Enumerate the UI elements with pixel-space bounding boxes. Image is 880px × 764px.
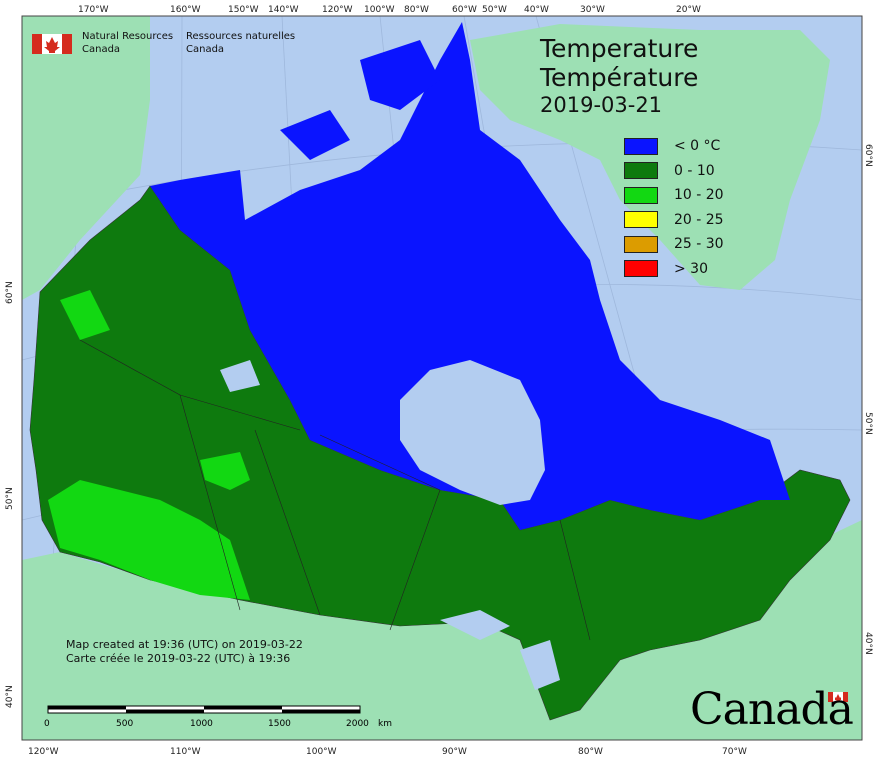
scale-bar — [47, 705, 361, 714]
legend-item: 0 - 10 — [624, 159, 724, 184]
legend-swatch — [624, 186, 658, 204]
agency-fr-line2: Canada — [186, 44, 225, 55]
grat-bottom-label: 90°W — [442, 747, 467, 757]
legend-label: 25 - 30 — [674, 236, 724, 253]
grat-top-label: 80°W — [404, 5, 429, 15]
graticule-left-labels: 60°N 50°N 40°N — [5, 281, 15, 708]
grat-top-label: 160°W — [170, 5, 201, 15]
legend-swatch — [624, 162, 658, 180]
grat-left-label: 60°N — [5, 281, 15, 304]
legend-item: > 30 — [624, 257, 724, 282]
agency-name-en: Natural Resources Canada — [82, 30, 173, 56]
legend-item: 25 - 30 — [624, 232, 724, 257]
legend-label: < 0 °C — [674, 138, 721, 155]
arctic-islands — [280, 40, 440, 240]
scale-bar-labels: 0 500 1000 1500 2000 km — [44, 719, 392, 729]
legend-label: > 30 — [674, 260, 708, 277]
agency-fr-line1: Ressources naturelles — [186, 31, 296, 42]
legend-swatch — [624, 211, 658, 229]
legend-swatch — [624, 260, 658, 278]
graticule-bottom-labels: 120°W 110°W 100°W 90°W 80°W 70°W — [28, 747, 747, 757]
grat-bottom-label: 110°W — [170, 747, 201, 757]
title-en: Temperature — [540, 34, 699, 63]
legend-label: 0 - 10 — [674, 162, 715, 179]
grat-right-label: 40°N — [863, 632, 873, 655]
grat-top-label: 50°W — [482, 5, 507, 15]
scale-label: 2000 — [346, 719, 369, 729]
hudson-bay — [400, 360, 545, 505]
grat-bottom-label: 70°W — [722, 747, 747, 757]
title-fr: Température — [540, 63, 699, 92]
grat-right-label: 50°N — [863, 412, 873, 435]
land-alaska — [22, 16, 150, 300]
credit-en: Map created at 19:36 (UTC) on 2019-03-22 — [66, 638, 303, 651]
scale-label: 500 — [116, 719, 133, 729]
legend-item: < 0 °C — [624, 134, 724, 159]
grat-top-label: 20°W — [676, 5, 701, 15]
map-credit: Map created at 19:36 (UTC) on 2019-03-22… — [66, 638, 303, 666]
grat-top-label: 60°W — [452, 5, 477, 15]
land-greenland — [470, 24, 830, 290]
grat-right-label: 60°N — [863, 144, 873, 167]
wordmark-flag-icon — [828, 692, 848, 702]
scale-label: 0 — [44, 719, 50, 729]
grat-top-label: 100°W — [364, 5, 395, 15]
grat-top-label: 120°W — [322, 5, 353, 15]
grat-left-label: 50°N — [5, 487, 15, 510]
grat-top-label: 30°W — [580, 5, 605, 15]
grat-top-label: 140°W — [268, 5, 299, 15]
canada-wordmark: Canada — [690, 684, 854, 735]
grat-top-label: 170°W — [78, 5, 109, 15]
grat-bottom-label: 100°W — [306, 747, 337, 757]
scale-label: 1000 — [190, 719, 213, 729]
credit-fr: Carte créée le 2019-03-22 (UTC) à 19:36 — [66, 652, 291, 665]
graticule-right-labels: 60°N 50°N 40°N — [863, 144, 873, 655]
province-borders — [79, 339, 591, 641]
zone-below-0 — [150, 22, 790, 530]
great-lakes — [220, 360, 560, 690]
map-title: Temperature Température 2019-03-21 — [540, 34, 698, 118]
agency-en-line2: Canada — [82, 44, 121, 55]
grat-bottom-label: 120°W — [28, 747, 59, 757]
zone-10-20 — [48, 290, 250, 600]
grat-top-label: 150°W — [228, 5, 259, 15]
graticule-top-labels: 170°W 160°W 150°W 140°W 120°W 100°W 80°W… — [78, 5, 701, 15]
legend-label: 20 - 25 — [674, 211, 724, 228]
legend-swatch — [624, 235, 658, 253]
grat-left-label: 40°N — [5, 685, 15, 708]
map-border — [21, 15, 863, 741]
scale-unit: km — [378, 719, 392, 729]
legend-label: 10 - 20 — [674, 187, 724, 204]
map-date: 2019-03-21 — [540, 93, 663, 117]
nrcan-flag-icon — [32, 34, 72, 54]
grat-bottom-label: 80°W — [578, 747, 603, 757]
legend-swatch — [624, 137, 658, 155]
scale-label: 1500 — [268, 719, 291, 729]
legend-item: 10 - 20 — [624, 183, 724, 208]
grat-top-label: 40°W — [524, 5, 549, 15]
agency-name-fr: Ressources naturelles Canada — [186, 30, 295, 56]
land-usa — [22, 520, 862, 740]
legend-item: 20 - 25 — [624, 208, 724, 233]
legend: < 0 °C 0 - 10 10 - 20 20 - 25 25 - 30 > … — [624, 134, 724, 281]
agency-en-line1: Natural Resources — [82, 31, 174, 42]
